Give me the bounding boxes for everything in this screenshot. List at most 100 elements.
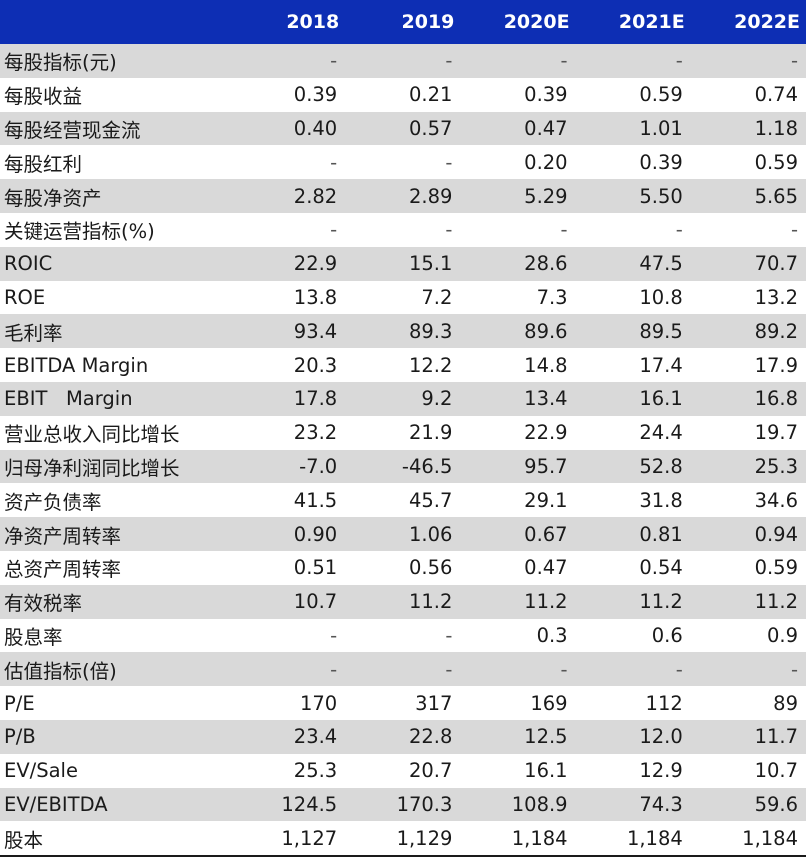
- value-cell: 23.4: [230, 719, 346, 754]
- value-cell: 13.8: [230, 280, 346, 315]
- year-header-2022e: 2022E: [690, 0, 806, 44]
- value-cell: -: [460, 652, 576, 687]
- table-row: 每股收益 0.39 0.21 0.39 0.59 0.74: [0, 77, 806, 112]
- year-header-2020e: 2020E: [460, 0, 576, 44]
- value-cell: 31.8: [575, 483, 691, 518]
- value-cell: 11.2: [345, 584, 461, 619]
- value-cell: 29.1: [460, 483, 576, 518]
- value-cell: -: [690, 212, 806, 247]
- table-row: 归母净利润同比增长 -7.0 -46.5 95.7 52.8 25.3: [0, 449, 806, 484]
- value-cell: 22.9: [460, 415, 576, 450]
- row-label: 有效税率: [0, 584, 231, 619]
- table-row: ROE 13.8 7.2 7.3 10.8 13.2: [0, 280, 806, 315]
- value-cell: 16.1: [460, 753, 576, 788]
- value-cell: 7.2: [345, 280, 461, 315]
- header-row: 2018 2019 2020E 2021E 2022E: [0, 0, 806, 44]
- value-cell: 25.3: [230, 753, 346, 788]
- value-cell: 11.2: [460, 584, 576, 619]
- value-cell: -: [230, 145, 346, 180]
- value-cell: 1,184: [575, 821, 691, 857]
- value-cell: 2.89: [345, 179, 461, 213]
- value-cell: 34.6: [690, 483, 806, 518]
- value-cell: 19.7: [690, 415, 806, 450]
- value-cell: 95.7: [460, 449, 576, 484]
- value-cell: 17.4: [575, 348, 691, 382]
- row-label: P/E: [0, 686, 231, 720]
- table-row: 净资产周转率 0.90 1.06 0.67 0.81 0.94: [0, 517, 806, 551]
- value-cell: 52.8: [575, 449, 691, 484]
- value-cell: -: [230, 212, 346, 247]
- value-cell: 0.74: [690, 77, 806, 112]
- value-cell: 0.40: [230, 111, 346, 146]
- row-label: 净资产周转率: [0, 517, 231, 551]
- value-cell: 13.4: [460, 381, 576, 416]
- value-cell: 16.1: [575, 381, 691, 416]
- value-cell: 47.5: [575, 246, 691, 281]
- value-cell: 1,127: [230, 821, 346, 857]
- value-cell: 59.6: [690, 787, 806, 822]
- row-label: 每股收益: [0, 77, 231, 112]
- value-cell: 11.2: [690, 584, 806, 619]
- table-row: 估值指标(倍) - - - - -: [0, 652, 806, 687]
- value-cell: -: [460, 212, 576, 247]
- value-cell: 25.3: [690, 449, 806, 484]
- row-label: P/B: [0, 719, 231, 754]
- row-label: 每股经营现金流: [0, 111, 231, 146]
- value-cell: 0.6: [575, 618, 691, 653]
- value-cell: 0.20: [460, 145, 576, 180]
- value-cell: 2.82: [230, 179, 346, 213]
- value-cell: 13.2: [690, 280, 806, 315]
- year-header-2021e: 2021E: [575, 0, 691, 44]
- value-cell: -: [345, 212, 461, 247]
- value-cell: 0.9: [690, 618, 806, 653]
- row-label: 总资产周转率: [0, 550, 231, 585]
- value-cell: 108.9: [460, 787, 576, 822]
- value-cell: 12.9: [575, 753, 691, 788]
- value-cell: 1,129: [345, 821, 461, 857]
- value-cell: 0.51: [230, 550, 346, 585]
- value-cell: 317: [345, 686, 461, 720]
- row-label: 毛利率: [0, 314, 231, 349]
- value-cell: -: [230, 44, 346, 78]
- table-header: 2018 2019 2020E 2021E 2022E: [0, 0, 806, 44]
- table-row: EBITDA Margin 20.3 12.2 14.8 17.4 17.9: [0, 348, 806, 382]
- table-row: ROIC 22.9 15.1 28.6 47.5 70.7: [0, 246, 806, 281]
- table-row: 关键运营指标(%) - - - - -: [0, 212, 806, 247]
- value-cell: -: [690, 652, 806, 687]
- value-cell: -: [575, 212, 691, 247]
- value-cell: 0.54: [575, 550, 691, 585]
- value-cell: 22.8: [345, 719, 461, 754]
- value-cell: 74.3: [575, 787, 691, 822]
- row-label: 估值指标(倍): [0, 652, 231, 687]
- table-body: 每股指标(元) - - - - - 每股收益 0.39 0.21 0.39 0.59 0.74 每股经营…: [0, 44, 806, 857]
- value-cell: 24.4: [575, 415, 691, 450]
- value-cell: 0.21: [345, 77, 461, 112]
- value-cell: 1.01: [575, 111, 691, 146]
- row-label: ROIC: [0, 246, 231, 281]
- row-label: EBITDA Margin: [0, 348, 231, 382]
- value-cell: -: [345, 652, 461, 687]
- value-cell: -: [690, 44, 806, 78]
- row-label: ROE: [0, 280, 231, 315]
- table-row: 毛利率 93.4 89.3 89.6 89.5 89.2: [0, 314, 806, 349]
- value-cell: 0.81: [575, 517, 691, 551]
- row-label: 每股红利: [0, 145, 231, 180]
- year-header-2018: 2018: [230, 0, 346, 44]
- table-row: EV/Sale 25.3 20.7 16.1 12.9 10.7: [0, 753, 806, 788]
- value-cell: 0.47: [460, 111, 576, 146]
- row-label: 每股指标(元): [0, 44, 231, 78]
- value-cell: 112: [575, 686, 691, 720]
- table-row: EV/EBITDA 124.5 170.3 108.9 74.3 59.6: [0, 787, 806, 822]
- table-row: EBIT Margin 17.8 9.2 13.4 16.1 16.8: [0, 381, 806, 416]
- value-cell: 0.59: [575, 77, 691, 112]
- table-row: 每股红利 - -0.20 0.39 0.59: [0, 145, 806, 180]
- value-cell: -46.5: [345, 449, 461, 484]
- value-cell: -: [230, 652, 346, 687]
- value-cell: 7.3: [460, 280, 576, 315]
- value-cell: 0.59: [690, 145, 806, 180]
- table-row: 每股经营现金流 0.40 0.57 0.47 1.01 1.18: [0, 111, 806, 146]
- table-row: 每股指标(元) - - - - -: [0, 44, 806, 78]
- value-cell: 22.9: [230, 246, 346, 281]
- row-label: EBIT Margin: [0, 381, 231, 416]
